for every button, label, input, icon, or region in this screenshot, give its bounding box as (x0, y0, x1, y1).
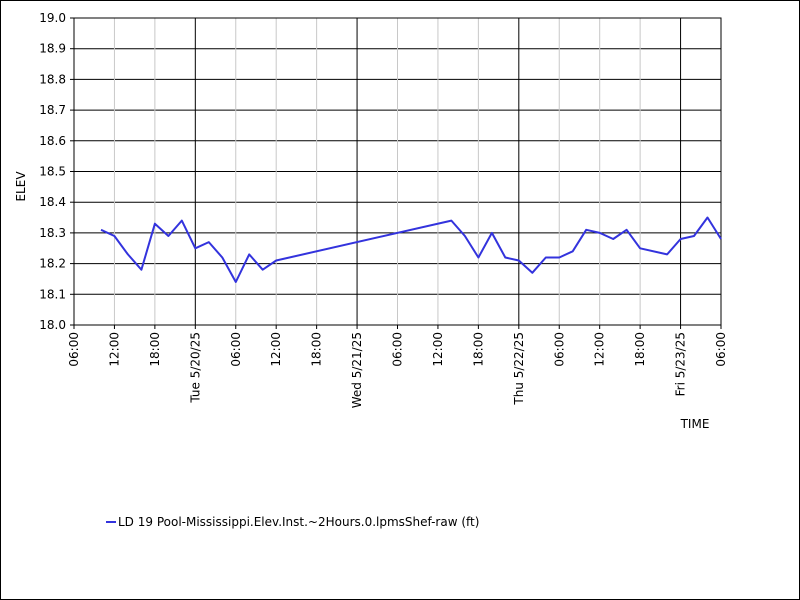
y-tick-label: 19.0 (39, 11, 66, 25)
series-layer (100, 216, 722, 283)
x-tick-label: 12:00 (431, 332, 445, 367)
x-tick-label: Thu 5/22/25 (512, 332, 526, 406)
x-tick-label: 06:00 (229, 332, 243, 367)
y-tick-label: 18.7 (39, 103, 66, 117)
x-tick-label: Fri 5/23/25 (674, 332, 688, 396)
x-tick-label: 18:00 (148, 332, 162, 367)
x-tick-label: 06:00 (67, 332, 81, 367)
x-axis-label: TIME (680, 417, 710, 431)
y-tick-label: 18.5 (39, 165, 66, 179)
y-tick-label: 18.8 (39, 72, 66, 86)
legend-entry-label: LD 19 Pool-Mississippi.Elev.Inst.~2Hours… (118, 515, 479, 529)
x-tick-label: 06:00 (714, 332, 728, 367)
y-tick-label: 18.6 (39, 134, 66, 148)
y-tick-label: 18.1 (39, 287, 66, 301)
x-tick-label: 12:00 (107, 332, 121, 367)
x-tick-label: Wed 5/21/25 (350, 332, 364, 408)
x-tick-label: Tue 5/20/25 (188, 332, 202, 404)
x-tick-label: 12:00 (593, 332, 607, 367)
y-tick-label: 18.4 (39, 195, 66, 209)
x-tick-label: 06:00 (391, 332, 405, 367)
y-tick-label: 18.3 (39, 226, 66, 240)
grid-lines (70, 17, 722, 329)
x-tick-label: 12:00 (269, 332, 283, 367)
y-tick-label: 18.0 (39, 318, 66, 332)
plot-area-border (73, 17, 722, 326)
legend: LD 19 Pool-Mississippi.Elev.Inst.~2Hours… (106, 515, 479, 529)
y-axis-label: ELEV (14, 171, 28, 202)
x-tick-label: 18:00 (310, 332, 324, 367)
series-line (100, 216, 722, 283)
y-tick-labels: 18.0 18.1 18.2 18.3 18.4 18.5 18.6 18.7 18.8 18.9… (39, 11, 66, 332)
x-tick-labels: 06:00 12:00 18:00 Tue 5/20/25 06:00 12:00 18:0… (67, 332, 728, 408)
x-tick-label: 06:00 (552, 332, 566, 367)
x-tick-label: 18:00 (633, 332, 647, 367)
x-tick-label: 18:00 (471, 332, 485, 367)
y-tick-label: 18.2 (39, 257, 66, 271)
y-tick-label: 18.9 (39, 42, 66, 56)
